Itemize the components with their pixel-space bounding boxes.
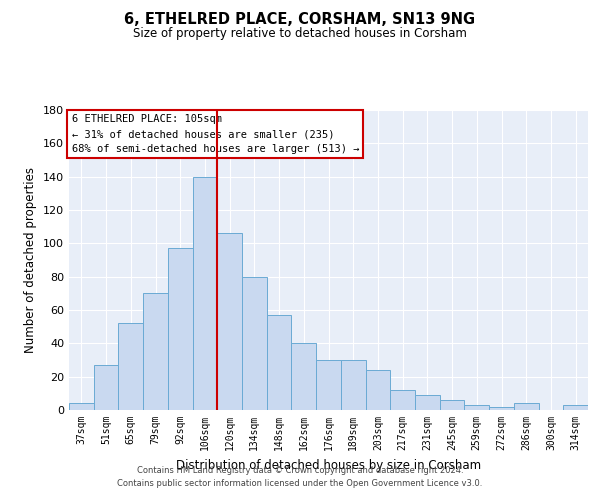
- Text: Distribution of detached houses by size in Corsham: Distribution of detached houses by size …: [176, 460, 481, 472]
- Bar: [440, 400, 464, 410]
- Bar: [464, 405, 489, 410]
- Bar: [489, 406, 514, 410]
- Text: 6, ETHELRED PLACE, CORSHAM, SN13 9NG: 6, ETHELRED PLACE, CORSHAM, SN13 9NG: [124, 12, 476, 28]
- Bar: [514, 404, 539, 410]
- Text: 6 ETHELRED PLACE: 105sqm
← 31% of detached houses are smaller (235)
68% of semi-: 6 ETHELRED PLACE: 105sqm ← 31% of detach…: [71, 114, 359, 154]
- Bar: [242, 276, 267, 410]
- Text: Size of property relative to detached houses in Corsham: Size of property relative to detached ho…: [133, 28, 467, 40]
- Bar: [69, 404, 94, 410]
- Text: Contains HM Land Registry data © Crown copyright and database right 2024.
Contai: Contains HM Land Registry data © Crown c…: [118, 466, 482, 487]
- Bar: [390, 390, 415, 410]
- Bar: [118, 324, 143, 410]
- Bar: [267, 315, 292, 410]
- Bar: [143, 294, 168, 410]
- Bar: [341, 360, 365, 410]
- Bar: [168, 248, 193, 410]
- Bar: [217, 234, 242, 410]
- Bar: [292, 344, 316, 410]
- Bar: [316, 360, 341, 410]
- Bar: [415, 395, 440, 410]
- Bar: [563, 405, 588, 410]
- Y-axis label: Number of detached properties: Number of detached properties: [25, 167, 37, 353]
- Bar: [94, 365, 118, 410]
- Bar: [193, 176, 217, 410]
- Bar: [365, 370, 390, 410]
